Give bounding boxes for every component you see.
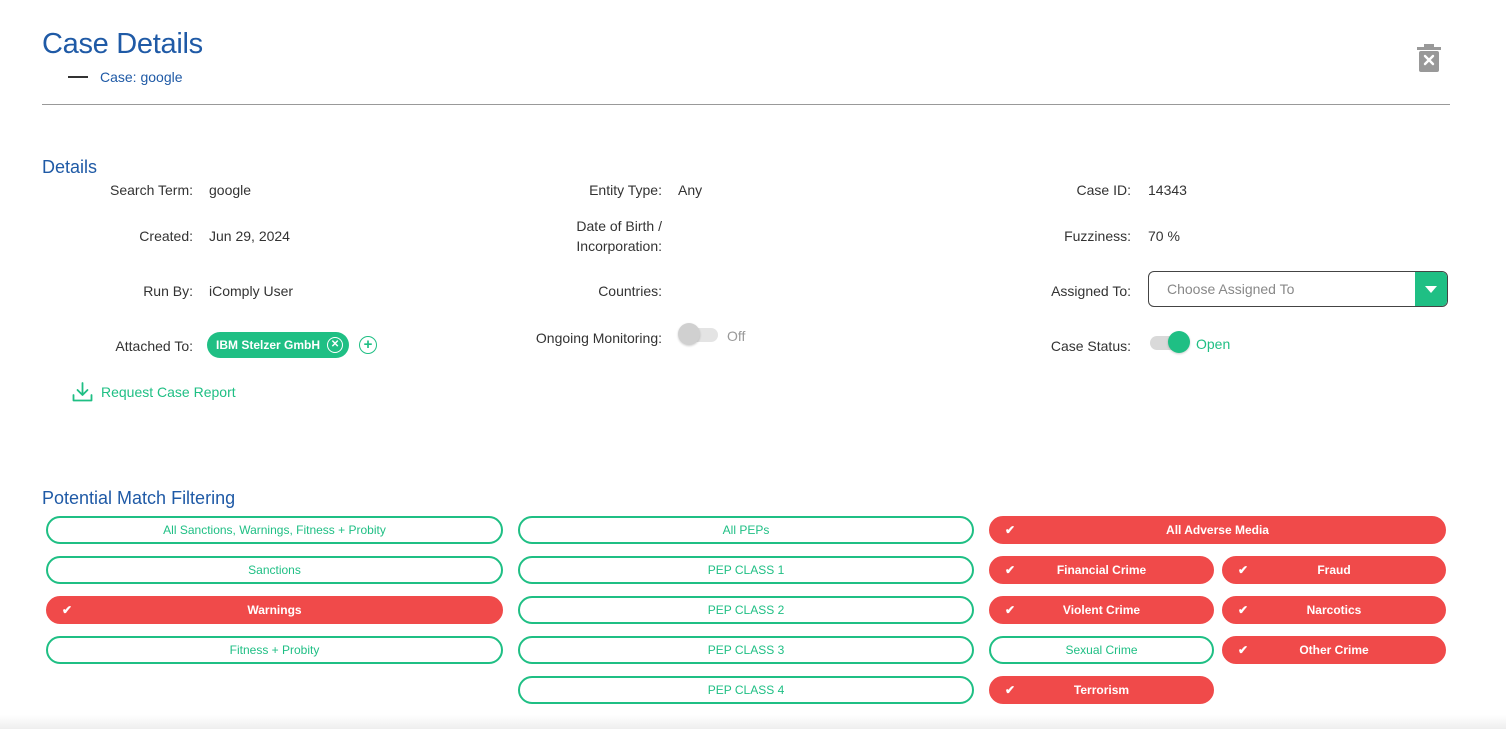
filter-pill-all-sanctions-warnings-fitness-probity[interactable]: All Sanctions, Warnings, Fitness + Probi… [46, 516, 503, 544]
page-title: Case Details [42, 28, 203, 60]
bottom-shade [0, 715, 1506, 729]
search-term-label: Search Term: [110, 182, 193, 198]
filter-pill-label: Financial Crime [1056, 563, 1147, 577]
filter-pill-all-adverse-media[interactable]: ✔ All Adverse Media [989, 516, 1446, 544]
filter-pill-fitness-probity[interactable]: Fitness + Probity [46, 636, 503, 664]
search-term-value: google [209, 182, 252, 198]
filter-pill-label: Fitness + Probity [229, 643, 320, 657]
header-divider [42, 104, 1450, 105]
check-icon: ✔ [1238, 563, 1249, 577]
attached-tag-label: IBM Stelzer GmbH [216, 338, 321, 352]
check-icon: ✔ [62, 603, 73, 617]
filter-pill-terrorism[interactable]: ✔ Terrorism [989, 676, 1214, 704]
filter-pill-label: PEP CLASS 4 [707, 683, 785, 697]
filter-pill-label: Other Crime [1299, 643, 1369, 657]
filter-pill-label: PEP CLASS 2 [707, 603, 785, 617]
download-icon [72, 382, 93, 402]
case-status-toggle[interactable] [1150, 331, 1190, 353]
breadcrumb: Case: google [68, 69, 183, 85]
add-attachment-icon[interactable]: + [359, 336, 377, 354]
check-icon: ✔ [1238, 643, 1249, 657]
run-by-value: iComply User [209, 283, 294, 299]
filter-pill-pep-class-2[interactable]: PEP CLASS 2 [518, 596, 974, 624]
fuzziness-label: Fuzziness: [1064, 228, 1131, 244]
filter-pill-label: Warnings [247, 603, 302, 617]
attached-to-label: Attached To: [115, 338, 193, 354]
monitoring-label: Ongoing Monitoring: [535, 330, 662, 346]
case-id-label: Case ID: [1076, 182, 1131, 198]
filter-pill-label: PEP CLASS 1 [707, 563, 785, 577]
filter-pill-other-crime[interactable]: ✔ Other Crime [1222, 636, 1446, 664]
filter-pill-fraud[interactable]: ✔ Fraud [1222, 556, 1446, 584]
assigned-to-select[interactable]: Choose Assigned To [1148, 271, 1448, 307]
created-label: Created: [139, 228, 193, 244]
filter-pill-label: Terrorism [1073, 683, 1130, 697]
check-icon: ✔ [1005, 563, 1016, 577]
created-value: Jun 29, 2024 [209, 228, 290, 244]
filter-pill-label: All PEPs [722, 523, 770, 537]
case-status-value: Open [1196, 336, 1231, 352]
entity-type-value: Any [678, 182, 703, 198]
assigned-to-label: Assigned To: [1051, 283, 1131, 299]
assigned-placeholder: Choose Assigned To [1167, 281, 1295, 297]
case-subtitle: Case: google [100, 69, 183, 85]
filter-pill-warnings[interactable]: ✔ Warnings [46, 596, 503, 624]
filter-pill-label: Sanctions [248, 563, 301, 577]
filter-pill-pep-class-1[interactable]: PEP CLASS 1 [518, 556, 974, 584]
details-section-title: Details [42, 157, 98, 177]
remove-tag-icon[interactable]: ✕ [327, 337, 344, 353]
countries-label: Countries: [598, 283, 662, 299]
check-icon: ✔ [1238, 603, 1249, 617]
filter-pill-narcotics[interactable]: ✔ Narcotics [1222, 596, 1446, 624]
dob-label: Date of Birth / Incorporation: [576, 216, 662, 256]
case-id-value: 14343 [1148, 182, 1187, 198]
filtering-section-title: Potential Match Filtering [42, 488, 236, 508]
dob-label-line1: Date of Birth / [576, 218, 662, 234]
attached-tag[interactable]: IBM Stelzer GmbH ✕ [207, 332, 350, 358]
dash-icon [68, 76, 88, 78]
dob-label-line2: Incorporation: [576, 238, 662, 254]
toggle-knob [678, 323, 700, 345]
check-icon: ✔ [1005, 603, 1016, 617]
filter-pill-label: PEP CLASS 3 [707, 643, 785, 657]
filter-pill-label: Narcotics [1306, 603, 1362, 617]
filter-pill-pep-class-3[interactable]: PEP CLASS 3 [518, 636, 974, 664]
filter-pill-sexual-crime[interactable]: Sexual Crime [989, 636, 1214, 664]
entity-type-label: Entity Type: [589, 182, 662, 198]
request-report-label: Request Case Report [101, 384, 236, 400]
filter-pill-label: Violent Crime [1062, 603, 1141, 617]
fuzziness-value: 70 % [1148, 228, 1180, 244]
check-icon: ✔ [1005, 683, 1016, 697]
run-by-label: Run By: [143, 283, 193, 299]
toggle-knob [1168, 331, 1190, 353]
filter-pill-all-peps[interactable]: All PEPs [518, 516, 974, 544]
request-report-link[interactable]: Request Case Report [72, 382, 236, 402]
trash-x-icon[interactable] [1417, 44, 1441, 72]
filter-pill-label: Sexual Crime [1065, 643, 1138, 657]
check-icon: ✔ [1005, 523, 1016, 537]
monitoring-state: Off [727, 328, 746, 344]
filter-pill-financial-crime[interactable]: ✔ Financial Crime [989, 556, 1214, 584]
case-status-label: Case Status: [1050, 338, 1131, 354]
filter-pill-pep-class-4[interactable]: PEP CLASS 4 [518, 676, 974, 704]
filter-pill-label: All Sanctions, Warnings, Fitness + Probi… [163, 523, 386, 537]
monitoring-toggle[interactable] [678, 323, 718, 345]
filter-pill-label: Fraud [1317, 563, 1351, 577]
filter-pill-violent-crime[interactable]: ✔ Violent Crime [989, 596, 1214, 624]
chevron-down-icon[interactable] [1415, 272, 1447, 306]
filter-pill-sanctions[interactable]: Sanctions [46, 556, 503, 584]
filter-pill-label: All Adverse Media [1166, 523, 1269, 537]
